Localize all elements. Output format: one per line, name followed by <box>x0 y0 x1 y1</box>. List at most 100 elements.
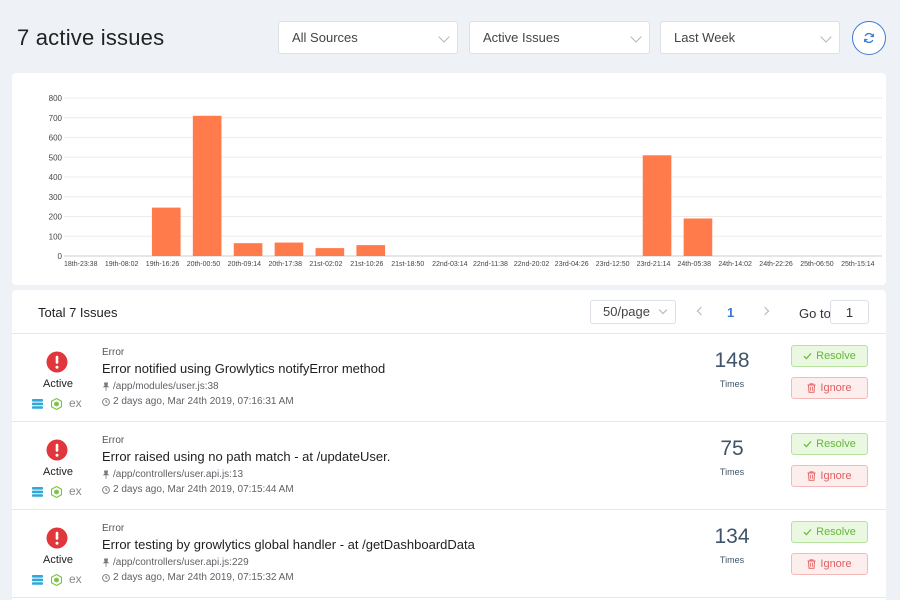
issue-row[interactable]: Active ex Error Error notified using Gro… <box>12 334 886 422</box>
status-label: Active <box>43 466 73 478</box>
issue-file-path: /app/controllers/user.api.js:13 <box>113 469 244 480</box>
issue-file-path: /app/modules/user.js:38 <box>113 381 219 392</box>
tag-text: ex <box>69 484 82 498</box>
x-tick-label: 25th-06:50 <box>800 261 834 268</box>
x-tick-label: 20th-17:38 <box>269 261 303 268</box>
time-filter-select[interactable]: Last Week <box>660 21 840 54</box>
chevron-down-icon <box>658 305 668 315</box>
ignore-button[interactable]: Ignore <box>791 377 868 399</box>
issue-file: /app/controllers/user.api.js:13 <box>102 469 243 480</box>
resolve-button[interactable]: Resolve <box>791 521 868 543</box>
x-tick-label: 20th-00:50 <box>187 261 221 268</box>
alert-circle-icon <box>46 527 68 549</box>
y-tick-label: 400 <box>49 173 63 182</box>
ignore-button[interactable]: Ignore <box>791 465 868 487</box>
chevron-left-icon <box>696 306 706 316</box>
x-tick-label: 24th-22:26 <box>759 261 793 268</box>
issue-kind: Error <box>102 347 125 358</box>
issue-timestamp: 2 days ago, Mar 24th 2019, 07:15:32 AM <box>113 572 294 583</box>
database-icon <box>32 575 43 585</box>
x-tick-label: 19th-16:26 <box>146 261 180 268</box>
y-tick-label: 200 <box>49 213 63 222</box>
x-tick-label: 21st-10:26 <box>350 261 383 268</box>
x-tick-label: 22nd-11:38 <box>473 261 508 268</box>
issue-file: /app/controllers/user.api.js:229 <box>102 557 249 568</box>
status-filter-select[interactable]: Active Issues <box>469 21 650 54</box>
page-size-value: 50/page <box>603 304 650 319</box>
resolve-label: Resolve <box>816 438 856 450</box>
time-filter-value: Last Week <box>674 30 736 45</box>
issue-title[interactable]: Error notified using Growlytics notifyEr… <box>102 361 386 376</box>
issue-row[interactable]: Active ex Error Error raised using no pa… <box>12 422 886 510</box>
issue-title[interactable]: Error raised using no path match - at /u… <box>102 449 391 464</box>
y-tick-label: 800 <box>49 94 63 103</box>
chevron-down-icon <box>820 31 832 43</box>
issue-title[interactable]: Error testing by growlytics global handl… <box>102 537 475 552</box>
x-tick-label: 22nd-03:14 <box>432 261 468 268</box>
x-tick-label: 20th-09:14 <box>228 261 262 268</box>
tag-text: ex <box>69 572 82 586</box>
page-size-select[interactable]: 50/page <box>590 300 676 324</box>
resolve-button[interactable]: Resolve <box>791 345 868 367</box>
x-tick-label: 21st-02:02 <box>309 261 342 268</box>
source-filter-value: All Sources <box>292 30 358 45</box>
nodejs-icon <box>51 486 62 498</box>
chevron-down-icon <box>630 31 642 43</box>
refresh-button[interactable] <box>852 21 886 55</box>
goto-page-input[interactable] <box>830 300 869 324</box>
issue-time: 2 days ago, Mar 24th 2019, 07:16:31 AM <box>102 396 294 407</box>
resolve-label: Resolve <box>816 526 856 538</box>
trash-icon <box>807 471 816 481</box>
check-icon <box>803 353 812 360</box>
y-tick-label: 500 <box>49 153 63 162</box>
pin-icon <box>102 558 110 567</box>
occurrence-label: Times <box>719 467 745 477</box>
y-tick-label: 0 <box>58 252 63 261</box>
nodejs-icon <box>51 398 62 410</box>
ignore-button[interactable]: Ignore <box>791 553 868 575</box>
alert-circle-icon <box>46 351 68 373</box>
status-label: Active <box>43 554 73 566</box>
pin-icon <box>102 470 110 479</box>
page-number-current[interactable]: 1 <box>727 305 735 320</box>
issue-kind: Error <box>102 523 125 534</box>
issue-kind: Error <box>102 435 125 446</box>
x-tick-label: 21st-18:50 <box>391 261 424 268</box>
occurrence-count: 148 <box>714 349 750 372</box>
chevron-right-icon <box>760 306 770 316</box>
issue-file-path: /app/controllers/user.api.js:229 <box>113 557 249 568</box>
occurrence-count: 134 <box>714 525 750 548</box>
bar[interactable] <box>683 218 713 256</box>
next-page-button[interactable] <box>760 304 774 320</box>
chevron-down-icon <box>438 31 450 43</box>
bar[interactable] <box>151 207 181 256</box>
bar[interactable] <box>192 115 222 257</box>
issue-file: /app/modules/user.js:38 <box>102 381 219 392</box>
x-tick-label: 24th-05:38 <box>678 261 712 268</box>
resolve-button[interactable]: Resolve <box>791 433 868 455</box>
x-tick-label: 24th-14:02 <box>718 261 752 268</box>
list-header: Total 7 Issues 50/page 1 Go to <box>12 290 886 334</box>
bar[interactable] <box>315 248 345 256</box>
occurrence-label: Times <box>719 555 745 565</box>
source-filter-select[interactable]: All Sources <box>278 21 458 54</box>
bar[interactable] <box>642 155 672 256</box>
x-tick-label: 25th-15:14 <box>841 261 875 268</box>
database-icon <box>32 399 43 409</box>
x-tick-label: 23rd-04:26 <box>555 261 589 268</box>
issue-row[interactable]: Active ex Error Error testing by growlyt… <box>12 510 886 598</box>
issues-list-card: Total 7 Issues 50/page 1 Go to Active ex… <box>12 290 886 600</box>
clock-icon <box>102 397 110 406</box>
issues-bar-chart: 0 100 200 300 400 500 600 700 800 18th-23:38 19th-… <box>49 94 882 268</box>
prev-page-button[interactable] <box>694 304 708 320</box>
bar[interactable] <box>233 243 263 256</box>
x-tick-label: 18th-23:38 <box>64 261 98 268</box>
check-icon <box>803 441 812 448</box>
resolve-label: Resolve <box>816 350 856 362</box>
issue-time: 2 days ago, Mar 24th 2019, 07:15:32 AM <box>102 572 294 583</box>
bar[interactable] <box>274 242 304 256</box>
x-tick-label: 23rd-21:14 <box>637 261 671 268</box>
bar[interactable] <box>356 245 386 256</box>
x-tick-label: 22nd-20:02 <box>514 261 550 268</box>
occurrence-count: 75 <box>720 437 744 460</box>
